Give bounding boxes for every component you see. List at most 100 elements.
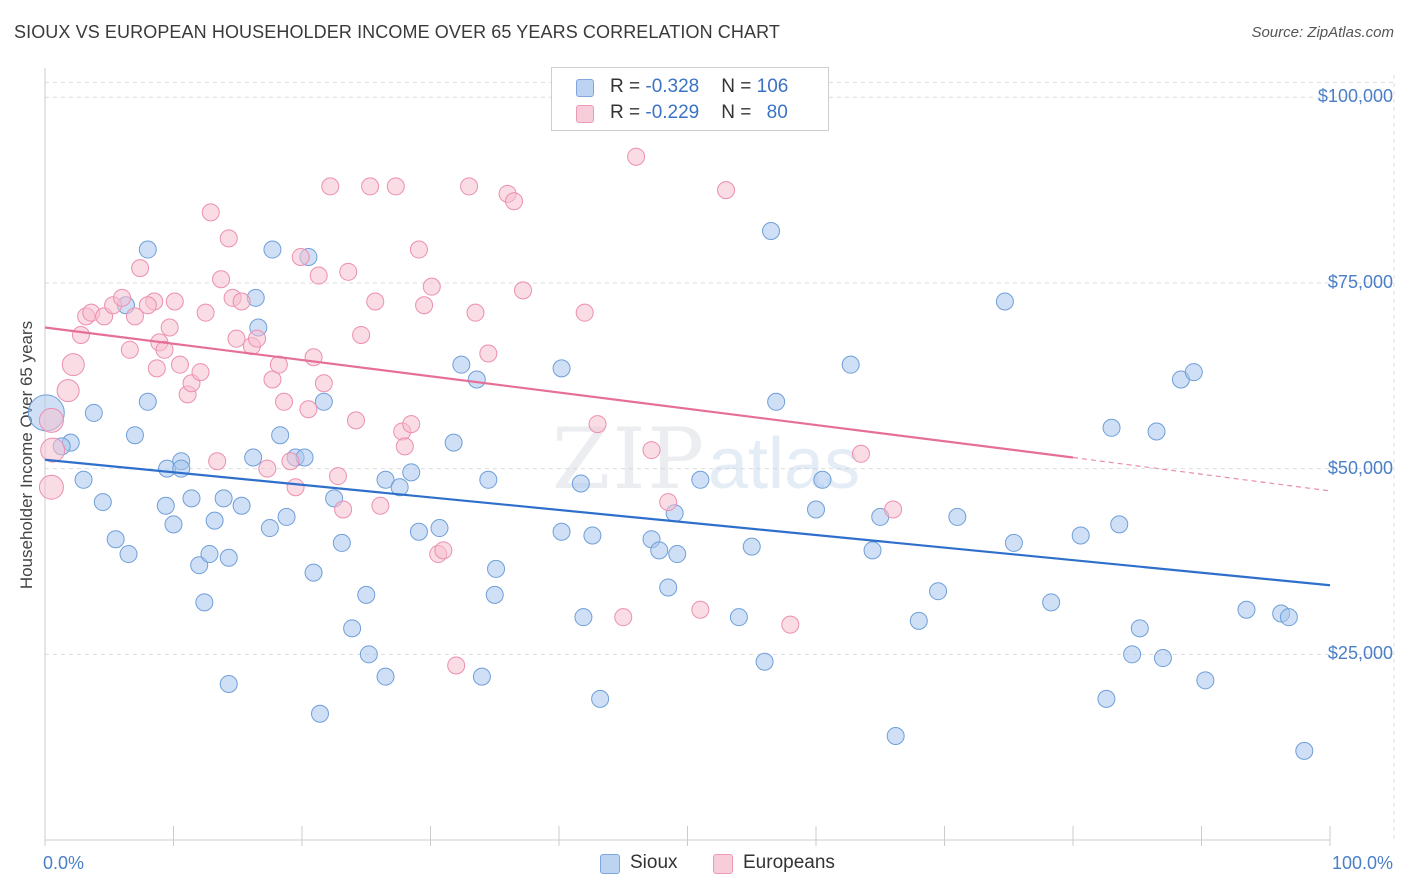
europeans-point (147, 359, 166, 378)
europeans-point (232, 292, 251, 311)
sioux-point (863, 541, 882, 560)
europeans-point (361, 177, 380, 196)
correlation-legend: R = -0.328 N = 106 R = -0.229 N = 80 (551, 67, 829, 131)
sioux-point (390, 478, 409, 497)
europeans-point (402, 415, 421, 434)
sioux-point (813, 470, 832, 489)
sioux-point (1097, 689, 1116, 708)
sioux-point (119, 545, 138, 564)
sioux-point (444, 433, 463, 452)
europeans-point (422, 277, 441, 296)
europeans-point (196, 303, 215, 322)
sioux-trend-line (44, 458, 1331, 587)
europeans-point (514, 281, 533, 300)
sioux-point (583, 526, 602, 545)
sioux-point (1110, 515, 1129, 534)
europeans-point (505, 192, 524, 211)
europeans-point (314, 374, 333, 393)
europeans-point (851, 444, 870, 463)
sioux-point (138, 392, 157, 411)
source-label: Source: ZipAtlas.com (1251, 24, 1394, 41)
sioux-point (668, 545, 687, 564)
europeans-point (588, 415, 607, 434)
europeans-point (321, 177, 340, 196)
sioux-point (1147, 422, 1166, 441)
europeans-point (248, 329, 267, 348)
europeans-point (309, 266, 328, 285)
sioux-point (886, 727, 905, 746)
watermark-atlas: atlas (708, 424, 860, 504)
sioux-point (195, 593, 214, 612)
sioux-point (755, 652, 774, 671)
sioux-point (260, 519, 279, 538)
sioux-point (93, 493, 112, 512)
sioux-point (402, 463, 421, 482)
bottom-legend-swatch-europeans (713, 854, 733, 874)
europeans-point (614, 608, 633, 627)
legend-text-europeans: R = -0.229 N = 80 (610, 102, 788, 124)
sioux-point (74, 470, 93, 489)
europeans-point (299, 400, 318, 419)
y-tick-75000: $75,000 (1327, 271, 1393, 292)
legend-n-label: N = (721, 76, 757, 97)
europeans-point (131, 259, 150, 278)
sioux-point (244, 448, 263, 467)
bottom-legend-label-sioux: Sioux (630, 852, 678, 873)
europeans-point (328, 467, 347, 486)
sioux-point (164, 515, 183, 534)
europeans-trend-line (44, 326, 1074, 459)
europeans-point (781, 615, 800, 634)
europeans-point (170, 355, 189, 374)
legend-swatch-sioux (576, 79, 594, 97)
sioux-point (156, 496, 175, 515)
y-tick-100000: $100,000 (1317, 86, 1393, 107)
europeans-point (165, 292, 184, 311)
sioux-point (263, 240, 282, 259)
europeans-point (138, 296, 157, 315)
europeans-point (56, 379, 80, 403)
europeans-point (371, 496, 390, 515)
sioux-point (552, 359, 571, 378)
europeans-point (642, 441, 661, 460)
europeans-point (386, 177, 405, 196)
legend-r-value: -0.328 (645, 76, 700, 97)
legend-r-value: -0.229 (645, 102, 700, 123)
sioux-point (762, 221, 781, 240)
europeans-point (125, 307, 144, 326)
sioux-point (487, 559, 506, 578)
europeans-point (38, 407, 64, 433)
x-tick-min: 0.0% (43, 853, 85, 873)
europeans-point (61, 353, 85, 377)
europeans-point (884, 500, 903, 519)
y-tick-25000: $25,000 (1327, 643, 1393, 664)
bottom-legend-swatch-sioux (600, 854, 620, 874)
sioux-point (574, 608, 593, 627)
sioux-point (359, 645, 378, 664)
europeans-point (339, 262, 358, 281)
europeans-trend-extension (1072, 456, 1331, 492)
sioux-point (571, 474, 590, 493)
sioux-point (948, 507, 967, 526)
sioux-point (472, 667, 491, 686)
sioux-point (310, 704, 329, 723)
sioux-point (841, 355, 860, 374)
sioux-point (929, 582, 948, 601)
sioux-point (357, 585, 376, 604)
europeans-point (71, 325, 90, 344)
europeans-point (263, 370, 282, 389)
watermark-zip: ZIP (552, 410, 706, 508)
sioux-point (200, 545, 219, 564)
europeans-point (395, 437, 414, 456)
sioux-point (304, 563, 323, 582)
bottom-legend-label-europeans: Europeans (743, 852, 835, 873)
sioux-points (27, 221, 1314, 760)
sioux-point (430, 519, 449, 538)
sioux-point (909, 611, 928, 630)
europeans-point (466, 303, 485, 322)
sioux-point (479, 470, 498, 489)
europeans-point (366, 292, 385, 311)
sioux-point (1042, 593, 1061, 612)
sioux-point (591, 689, 610, 708)
europeans-point (460, 177, 479, 196)
sioux-point (332, 533, 351, 552)
